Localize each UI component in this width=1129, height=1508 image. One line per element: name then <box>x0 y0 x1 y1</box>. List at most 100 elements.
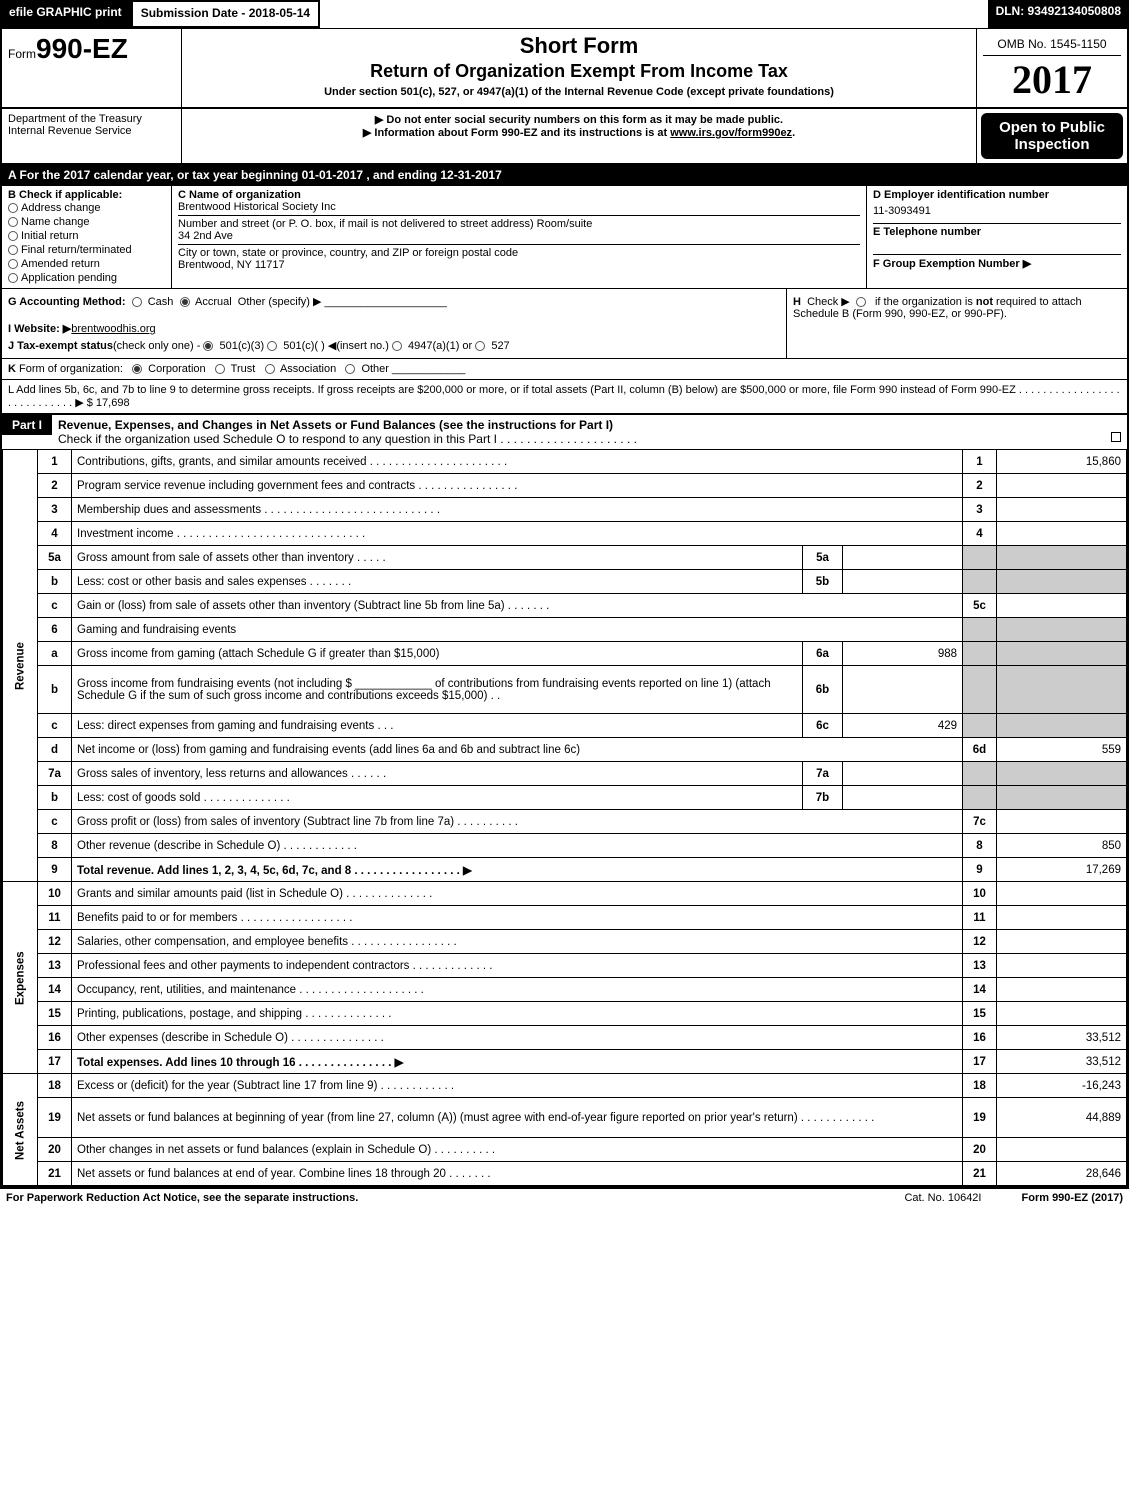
h-radio[interactable] <box>856 297 866 307</box>
line-6c-text: Less: direct expenses from gaming and fu… <box>72 714 803 738</box>
j-501c3-radio[interactable] <box>203 341 213 351</box>
b-label: B Check if applicable: <box>8 189 122 201</box>
line-19-amt: 44,889 <box>997 1098 1127 1138</box>
line-5b-iamt <box>843 570 963 594</box>
check-name-change[interactable]: Name change <box>8 215 165 229</box>
line-17-amt: 33,512 <box>997 1050 1127 1074</box>
line-13-amt <box>997 954 1127 978</box>
line-5a-col <box>963 546 997 570</box>
b-checkboxes: B Check if applicable: Address change Na… <box>2 185 172 288</box>
line-7a-text: Gross sales of inventory, less returns a… <box>72 762 803 786</box>
g-label: G Accounting Method: <box>8 296 126 308</box>
line-6b-iamt <box>843 666 963 714</box>
ssn-warning: ▶ Do not enter social security numbers o… <box>188 113 970 126</box>
line-21-col: 21 <box>963 1162 997 1186</box>
omb-year-cell: OMB No. 1545-1150 2017 <box>977 29 1127 107</box>
line-6c-amt <box>997 714 1127 738</box>
j-4947-radio[interactable] <box>392 341 402 351</box>
line-15-num: 15 <box>38 1002 72 1026</box>
line-10-text: Grants and similar amounts paid (list in… <box>72 882 963 906</box>
line-1-amt: 15,860 <box>997 450 1127 474</box>
city-value: Brentwood, NY 11717 <box>178 259 860 271</box>
part-i-checkbox[interactable] <box>1111 432 1121 442</box>
line-20-amt <box>997 1138 1127 1162</box>
page-footer: For Paperwork Reduction Act Notice, see … <box>0 1188 1129 1207</box>
check-initial-return[interactable]: Initial return <box>8 229 165 243</box>
line-19-num: 19 <box>38 1098 72 1138</box>
line-6-text: Gaming and fundraising events <box>72 618 963 642</box>
line-5c-num: c <box>38 594 72 618</box>
accrual-radio[interactable] <box>180 297 190 307</box>
check-final-return[interactable]: Final return/terminated <box>8 243 165 257</box>
main-title: Return of Organization Exempt From Incom… <box>188 61 970 82</box>
k-assoc-radio[interactable] <box>265 364 275 374</box>
e-phone-value <box>873 238 1121 252</box>
line-15-amt <box>997 1002 1127 1026</box>
k-other-radio[interactable] <box>345 364 355 374</box>
line-7a-inum: 7a <box>803 762 843 786</box>
k-trust-radio[interactable] <box>215 364 225 374</box>
line-3-amt <box>997 498 1127 522</box>
line-16-text: Other expenses (describe in Schedule O) … <box>72 1026 963 1050</box>
subtitle: Under section 501(c), 527, or 4947(a)(1)… <box>188 86 970 98</box>
d-ein-value: 11-3093491 <box>873 201 1121 221</box>
line-5b-inum: 5b <box>803 570 843 594</box>
line-17-num: 17 <box>38 1050 72 1074</box>
line-5b-num: b <box>38 570 72 594</box>
form-number: Form990-EZ <box>8 33 175 65</box>
form-prefix: Form <box>8 47 36 61</box>
line-7a-num: 7a <box>38 762 72 786</box>
line-21-amt: 28,646 <box>997 1162 1127 1186</box>
line-6b-amt <box>997 666 1127 714</box>
line-11-text: Benefits paid to or for members . . . . … <box>72 906 963 930</box>
line-6c-inum: 6c <box>803 714 843 738</box>
c-label: C Name of organization <box>178 189 301 201</box>
line-14-amt <box>997 978 1127 1002</box>
line-4-col: 4 <box>963 522 997 546</box>
line-18-text: Excess or (deficit) for the year (Subtra… <box>72 1074 963 1098</box>
line-11-num: 11 <box>38 906 72 930</box>
line-5b-amt <box>997 570 1127 594</box>
line-12-num: 12 <box>38 930 72 954</box>
info-link-line: ▶ Information about Form 990-EZ and its … <box>188 126 970 139</box>
line-19-col: 19 <box>963 1098 997 1138</box>
line-14-text: Occupancy, rent, utilities, and maintena… <box>72 978 963 1002</box>
d-ein-label: D Employer identification number <box>873 189 1049 201</box>
j-501c-radio[interactable] <box>267 341 277 351</box>
org-name: Brentwood Historical Society Inc <box>178 201 860 213</box>
j-527-radio[interactable] <box>475 341 485 351</box>
line-6c-col <box>963 714 997 738</box>
cash-radio[interactable] <box>132 297 142 307</box>
line-6a-iamt: 988 <box>843 642 963 666</box>
check-amended-return[interactable]: Amended return <box>8 257 165 271</box>
line-7a-amt <box>997 762 1127 786</box>
d-e-f-cell: D Employer identification number 11-3093… <box>867 185 1127 288</box>
line-5c-col: 5c <box>963 594 997 618</box>
line-1-text: Contributions, gifts, grants, and simila… <box>72 450 963 474</box>
irs-label: Internal Revenue Service <box>8 125 175 137</box>
k-corp-radio[interactable] <box>132 364 142 374</box>
line-9-col: 9 <box>963 858 997 882</box>
line-9-text: Total revenue. Add lines 1, 2, 3, 4, 5c,… <box>72 858 963 882</box>
check-address-change[interactable]: Address change <box>8 201 165 215</box>
form-header: Form990-EZ Short Form Return of Organiza… <box>0 28 1129 109</box>
dln-label: DLN: 93492134050808 <box>988 0 1129 28</box>
line-7b-iamt <box>843 786 963 810</box>
line-6d-col: 6d <box>963 738 997 762</box>
line-14-col: 14 <box>963 978 997 1002</box>
line-6a-num: a <box>38 642 72 666</box>
irs-link[interactable]: www.irs.gov/form990ez <box>670 127 792 139</box>
g-h-row: G Accounting Method: Cash Accrual Other … <box>2 288 1127 358</box>
lines-table: Revenue 1 Contributions, gifts, grants, … <box>2 449 1127 1186</box>
website-link[interactable]: brentwoodhis.org <box>71 323 155 335</box>
check-application-pending[interactable]: Application pending <box>8 271 165 285</box>
warnings-cell: ▶ Do not enter social security numbers o… <box>182 109 977 163</box>
line-4-amt <box>997 522 1127 546</box>
line-5a-inum: 5a <box>803 546 843 570</box>
line-10-num: 10 <box>38 882 72 906</box>
footer-formref: Form 990-EZ (2017) <box>1022 1192 1124 1204</box>
line-15-text: Printing, publications, postage, and shi… <box>72 1002 963 1026</box>
footer-paperwork: For Paperwork Reduction Act Notice, see … <box>6 1192 358 1204</box>
efile-print-button[interactable]: efile GRAPHIC print <box>0 0 131 28</box>
line-6b-text: Gross income from fundraising events (no… <box>72 666 803 714</box>
